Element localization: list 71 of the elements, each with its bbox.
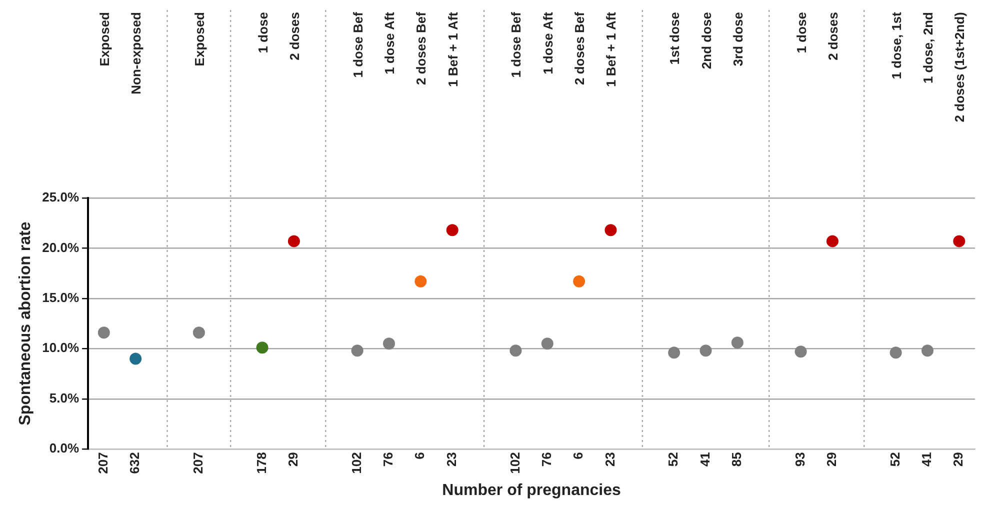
x-tick-label: 93 <box>792 452 808 467</box>
point <box>826 235 838 248</box>
text: 2 doses Bef <box>414 11 429 85</box>
text: 2 doses <box>825 12 840 60</box>
x-tick-label: 207 <box>190 452 206 474</box>
x-tick-label: 52 <box>887 452 902 467</box>
point <box>953 235 966 248</box>
x-axis-title: Number of pregnancies <box>442 482 621 499</box>
y-tick-label: 0.0% <box>49 440 80 456</box>
point <box>890 346 902 359</box>
point <box>288 235 300 248</box>
point <box>256 342 268 354</box>
text: 1 dose Bef <box>350 11 366 78</box>
text: Exposed <box>96 12 112 66</box>
text: 1 Bef + 1 Aft <box>445 11 460 88</box>
x-tick-label: 207 <box>95 452 110 474</box>
point <box>446 224 458 236</box>
point <box>731 336 744 349</box>
y-axis-title: Spontaneous abortion rate <box>17 222 34 426</box>
x-tick-label: 41 <box>697 452 712 467</box>
point <box>794 346 807 358</box>
y-tick-label: 15.0% <box>42 290 80 306</box>
y-tick-label: 10.0% <box>42 340 80 356</box>
y-tick-label: 5.0% <box>49 390 80 406</box>
x-tick-label: 41 <box>919 452 934 467</box>
text: 2 doses <box>286 12 302 60</box>
point <box>351 344 364 357</box>
x-tick-label: 76 <box>538 452 554 467</box>
text: 3rd dose <box>730 12 746 66</box>
point <box>604 224 617 236</box>
point <box>921 344 934 357</box>
y-tick-label: 25.0% <box>42 190 80 205</box>
x-tick-label: 76 <box>380 452 396 467</box>
point <box>510 344 522 357</box>
text: 2 doses Bef <box>572 11 588 85</box>
text: Exposed <box>192 12 207 66</box>
text: 1 dose <box>255 12 270 54</box>
text: 1 dose <box>794 12 809 54</box>
point <box>98 326 110 339</box>
x-tick-label: 29 <box>950 452 966 467</box>
y-tick-label: 20.0% <box>42 240 80 255</box>
x-tick-label: 23 <box>444 452 459 467</box>
x-tick-label: 6 <box>412 452 428 460</box>
x-tick-label: 23 <box>602 452 618 467</box>
point <box>192 326 205 339</box>
text: 1 dose Bef <box>508 11 524 78</box>
x-tick-label: 85 <box>729 452 744 467</box>
x-tick-label: 29 <box>286 452 301 467</box>
point <box>130 352 142 365</box>
text: 1 Bef + 1 Aft <box>604 11 619 88</box>
x-tick-label: 102 <box>507 452 522 474</box>
x-tick-label: 632 <box>127 452 142 474</box>
point <box>382 338 395 350</box>
x-tick-label: 6 <box>570 452 586 460</box>
point <box>668 346 680 359</box>
point <box>700 344 712 357</box>
x-tick-label: 178 <box>254 452 269 474</box>
point <box>573 275 586 288</box>
text: 2 doses (1st+2nd) <box>952 12 968 122</box>
text: 1 dose, 1st <box>888 11 904 80</box>
text: Non-exposed <box>128 12 144 94</box>
x-tick-label: 29 <box>824 452 840 467</box>
x-tick-label: 102 <box>348 452 364 474</box>
text: 1 dose Aft <box>382 11 397 74</box>
text: 1 dose Aft <box>540 11 556 74</box>
text: 2nd dose <box>698 12 714 70</box>
x-tick-label: 52 <box>666 452 681 467</box>
point <box>541 338 554 350</box>
point <box>414 275 427 288</box>
text: 1st dose <box>667 12 682 65</box>
text: 1 dose, 2nd <box>920 12 936 84</box>
